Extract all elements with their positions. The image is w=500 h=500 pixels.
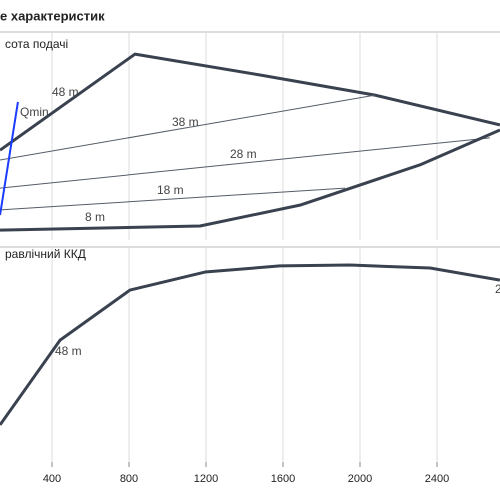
x-tick-label: 2000 xyxy=(348,473,372,485)
x-tick-label: 800 xyxy=(120,473,138,485)
series-label: 48 m xyxy=(52,85,79,99)
chart-title: е характеристик xyxy=(0,8,105,23)
series-line xyxy=(0,52,500,152)
series-label: 48 m xyxy=(55,344,82,358)
series-label: Qmin xyxy=(20,105,49,119)
series-line xyxy=(0,128,500,232)
series-label: 38 m xyxy=(172,115,199,129)
panel-title: сота подачі xyxy=(5,37,68,51)
header xyxy=(0,0,500,31)
series-label: 8 m xyxy=(85,210,105,224)
series-line xyxy=(0,187,346,211)
series-label: 18 m xyxy=(157,183,184,197)
x-tick-label: 400 xyxy=(43,473,61,485)
series-line xyxy=(0,101,19,216)
series-line xyxy=(0,137,490,189)
x-tick-label: 1600 xyxy=(271,473,295,485)
x-tick-label: 1200 xyxy=(194,473,218,485)
series-label: 28 m xyxy=(230,147,257,161)
series-line xyxy=(0,263,500,426)
series-line xyxy=(0,94,376,161)
annotation: 2 xyxy=(495,282,500,296)
x-tick-label: 2400 xyxy=(425,473,449,485)
panel-title: равлічний ККД xyxy=(5,247,86,261)
